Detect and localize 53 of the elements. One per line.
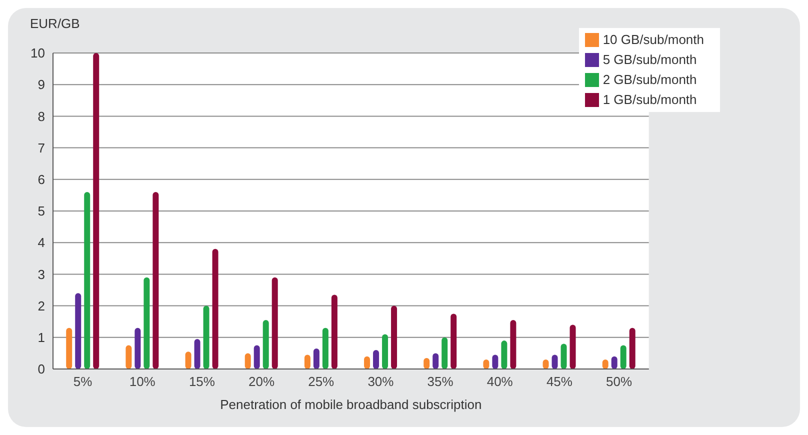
x-tick-label: 40% — [486, 374, 514, 390]
bar — [570, 324, 576, 369]
bar — [382, 334, 388, 369]
x-tick-label: 30% — [368, 374, 394, 390]
y-tick-label: 3 — [38, 266, 45, 282]
x-tick-label: 45% — [546, 374, 573, 390]
bar — [272, 277, 278, 369]
bar — [75, 293, 82, 369]
y-tick-label: 9 — [38, 77, 45, 92]
bar — [322, 328, 328, 369]
y-tick-label: 2 — [38, 298, 45, 314]
bar — [152, 192, 159, 369]
bar — [134, 328, 141, 369]
legend-label: 2 GB/sub/month — [602, 72, 697, 87]
bar — [442, 337, 448, 369]
x-tick-label: 5% — [73, 374, 93, 390]
bar — [126, 345, 132, 369]
x-tick-label: 50% — [606, 374, 632, 390]
bar — [629, 328, 636, 369]
bar — [450, 314, 457, 369]
bar — [620, 345, 626, 369]
bar — [501, 340, 508, 369]
bar — [212, 248, 218, 369]
y-tick-label: 6 — [38, 172, 45, 188]
bar — [560, 344, 567, 369]
y-tick-label: 0 — [38, 362, 45, 377]
x-tick-label: 25% — [308, 374, 335, 390]
bar — [93, 53, 100, 369]
bar — [262, 320, 269, 369]
bar — [331, 294, 338, 369]
y-tick-label: 8 — [38, 108, 45, 124]
bar — [144, 277, 150, 369]
bar — [194, 338, 200, 369]
bar — [391, 306, 398, 369]
x-tick-label: 20% — [248, 374, 275, 390]
y-tick-label: 4 — [38, 235, 45, 250]
bar — [84, 192, 90, 369]
legend-label: 10 GB/sub/month — [602, 32, 704, 47]
bar — [254, 345, 260, 369]
legend-label: 5 GB/sub/month — [602, 52, 697, 67]
x-axis-title: Penetration of mobile broadband subscription — [220, 397, 482, 412]
x-tick-label: 10% — [129, 374, 156, 390]
x-tick-label: 35% — [427, 374, 454, 390]
y-tick-label: 5 — [38, 204, 45, 219]
legend-label: 1 GB/sub/month — [602, 92, 697, 107]
y-axis-title: EUR/GB — [30, 16, 80, 31]
x-tick-label: 15% — [188, 374, 216, 390]
bar — [510, 320, 516, 369]
bar — [66, 328, 72, 369]
y-tick-label: 10 — [30, 46, 45, 61]
y-tick-label: 7 — [38, 140, 45, 156]
bar — [203, 306, 210, 369]
y-tick-label: 1 — [38, 330, 45, 346]
